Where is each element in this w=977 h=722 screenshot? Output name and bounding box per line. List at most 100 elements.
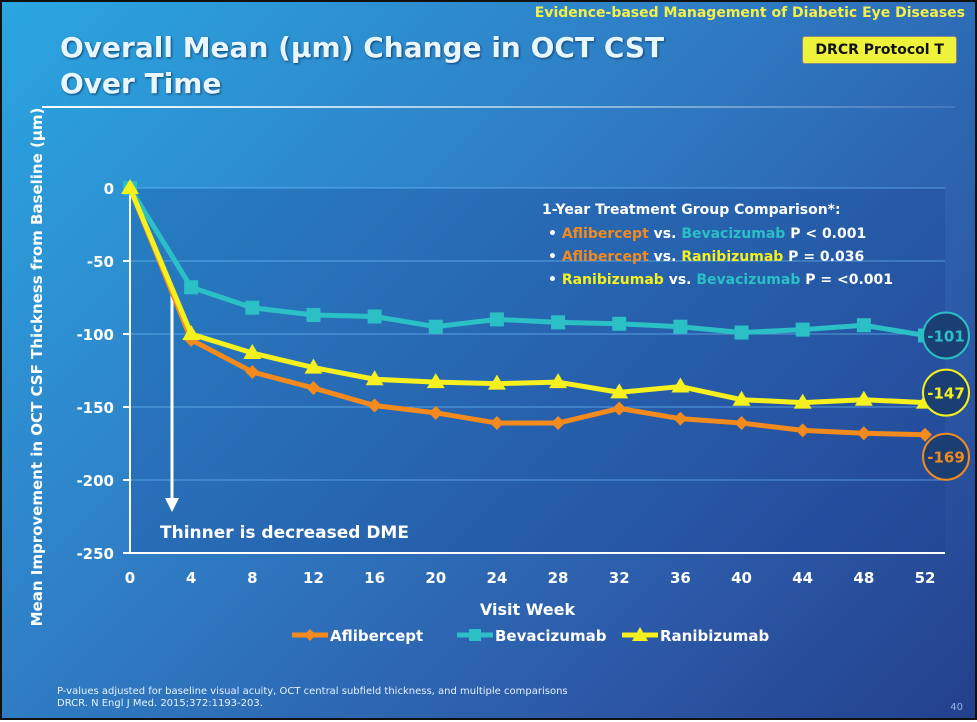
data-point bbox=[795, 423, 810, 438]
data-point bbox=[182, 325, 201, 340]
x-tick-label: 32 bbox=[609, 569, 630, 587]
footnote-line-1: P-values adjusted for baseline visual ac… bbox=[57, 686, 568, 697]
data-point bbox=[854, 390, 873, 406]
legend-label-ranibizumab: Ranibizumab bbox=[660, 627, 770, 645]
data-point bbox=[551, 416, 566, 431]
data-point bbox=[428, 319, 443, 334]
x-tick-label: 52 bbox=[915, 569, 936, 587]
end-value-badge bbox=[922, 432, 970, 481]
legend-marker bbox=[304, 629, 316, 641]
data-point bbox=[551, 315, 566, 330]
comparison-row: • Ranibizumab vs. Bevacizumab P = <0.001 bbox=[548, 272, 893, 288]
legend-marker bbox=[632, 627, 648, 641]
data-point bbox=[612, 316, 627, 331]
data-point bbox=[121, 179, 139, 194]
bullet: • bbox=[548, 272, 562, 288]
title-line-2: Over Time bbox=[60, 67, 222, 100]
data-point bbox=[918, 427, 932, 442]
data-point bbox=[304, 358, 323, 374]
comparison-a: Aflibercept bbox=[562, 226, 649, 242]
data-point bbox=[610, 383, 629, 399]
legend-label-aflibercept: Aflibercept bbox=[330, 627, 423, 645]
data-point bbox=[549, 373, 568, 389]
comparison-p: P = <0.001 bbox=[800, 272, 893, 288]
data-point bbox=[734, 325, 749, 340]
end-value-badge bbox=[922, 311, 970, 360]
banner: Evidence-based Management of Diabetic Ey… bbox=[534, 5, 965, 21]
end-value-label: -169 bbox=[927, 449, 965, 467]
y-tick-label: -150 bbox=[76, 399, 114, 417]
x-tick-label: 44 bbox=[792, 569, 813, 587]
data-point bbox=[306, 381, 321, 396]
page-number: 40 bbox=[950, 702, 963, 713]
y-tick-label: -200 bbox=[76, 472, 114, 490]
bullet: • bbox=[548, 226, 562, 242]
data-point bbox=[184, 280, 199, 295]
legend-marker bbox=[469, 629, 481, 641]
x-tick-label: 4 bbox=[186, 569, 196, 587]
data-point bbox=[306, 308, 321, 323]
x-tick-label: 16 bbox=[364, 569, 385, 587]
y-tick-label: 0 bbox=[104, 180, 114, 198]
data-point bbox=[856, 318, 871, 333]
x-tick-label: 48 bbox=[853, 569, 874, 587]
data-point bbox=[365, 370, 384, 386]
comparison-row: • Aflibercept vs. Bevacizumab P < 0.001 bbox=[548, 226, 866, 242]
data-point bbox=[428, 405, 443, 420]
x-tick-label: 28 bbox=[548, 569, 569, 587]
x-axis-label: Visit Week bbox=[480, 600, 576, 619]
data-point bbox=[795, 322, 810, 337]
end-value-label: -147 bbox=[927, 385, 965, 403]
arrow-head-icon bbox=[165, 498, 179, 512]
comparison-vs: vs. bbox=[664, 272, 697, 288]
y-tick-label: -50 bbox=[87, 253, 114, 271]
data-point bbox=[243, 343, 262, 359]
annotation-text: Thinner is decreased DME bbox=[160, 523, 409, 543]
series-line-bevacizumab bbox=[127, 186, 926, 338]
title-line-1: Overall Mean (µm) Change in OCT CST bbox=[60, 31, 665, 64]
protocol-badge: DRCR Protocol T bbox=[802, 36, 957, 64]
y-tick-label: -250 bbox=[76, 545, 114, 563]
data-point bbox=[489, 416, 504, 431]
y-tick-label: -100 bbox=[76, 326, 114, 344]
comparison-b: Ranibizumab bbox=[681, 249, 783, 265]
comparison-p: P = 0.036 bbox=[783, 249, 864, 265]
data-point bbox=[856, 426, 871, 441]
data-point bbox=[245, 364, 260, 379]
data-point bbox=[673, 411, 688, 426]
data-point bbox=[732, 390, 751, 406]
data-point bbox=[426, 373, 445, 389]
title-divider bbox=[42, 106, 955, 108]
footnote: P-values adjusted for baseline visual ac… bbox=[57, 686, 568, 710]
series-line-ranibizumab bbox=[127, 187, 926, 406]
plot-area bbox=[130, 188, 945, 553]
y-axis-label: Mean Improvement in OCT CSF Thickness fr… bbox=[28, 108, 46, 627]
data-point bbox=[612, 401, 627, 416]
x-tick-label: 36 bbox=[670, 569, 691, 587]
end-value-badge bbox=[922, 368, 970, 417]
data-point bbox=[673, 319, 688, 334]
comparison-a: Aflibercept bbox=[562, 249, 649, 265]
end-value-label: -101 bbox=[927, 327, 965, 345]
comparison-heading: 1-Year Treatment Group Comparison*: bbox=[542, 202, 841, 218]
x-tick-label: 40 bbox=[731, 569, 752, 587]
data-point bbox=[793, 393, 812, 409]
legend-label-bevacizumab: Bevacizumab bbox=[495, 627, 607, 645]
data-point bbox=[367, 398, 382, 413]
x-tick-label: 12 bbox=[303, 569, 324, 587]
data-point bbox=[245, 300, 260, 315]
x-tick-label: 24 bbox=[486, 569, 507, 587]
bullet: • bbox=[548, 249, 562, 265]
slide-title: Overall Mean (µm) Change in OCT CST Over … bbox=[60, 30, 760, 102]
comparison-b: Bevacizumab bbox=[696, 272, 800, 288]
data-point bbox=[671, 377, 690, 393]
comparison-b: Bevacizumab bbox=[681, 226, 785, 242]
comparison-p: P < 0.001 bbox=[785, 226, 866, 242]
x-tick-label: 8 bbox=[247, 569, 257, 587]
footnote-citation: DRCR. N Engl J Med. 2015;372:1193-203. bbox=[57, 698, 263, 709]
comparison-vs: vs. bbox=[649, 249, 682, 265]
comparison-row: • Aflibercept vs. Ranibizumab P = 0.036 bbox=[548, 249, 864, 265]
data-point bbox=[367, 309, 382, 324]
